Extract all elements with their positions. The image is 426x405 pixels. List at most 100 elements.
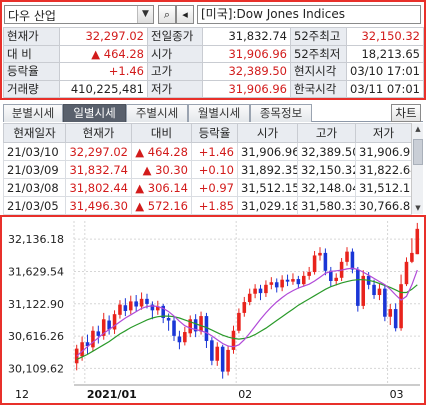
info-label: 전일종가: [147, 27, 203, 46]
value-cell: 31,906.96: [237, 142, 298, 161]
candle-body: [291, 279, 295, 282]
table-row[interactable]: 21/03/08 31,802.44 ▲ 306.14 +0.97 31,512.15 3…: [3, 178, 412, 197]
column-header[interactable]: 등락율: [191, 123, 238, 143]
candle-body: [329, 270, 333, 281]
value-cell: 31,832.74: [65, 160, 132, 179]
candle-body: [139, 298, 144, 307]
value-cell: ▲ 572.16: [131, 196, 192, 215]
info-value: +1.46: [59, 62, 148, 81]
value-cell: 31,512.15: [355, 178, 412, 197]
info-label: 고가: [147, 62, 203, 81]
candle-body: [312, 255, 317, 273]
candle-body: [172, 320, 176, 336]
y-tick-label: 30,616.26: [8, 330, 64, 343]
candlestick-chart[interactable]: 32,136.18 31,629.54 31,122.90 30,616.26 30,1…: [2, 217, 424, 403]
candle-body: [264, 284, 268, 294]
table-row[interactable]: 21/03/09 31,832.74 ▲ 30.30 +0.10 31,892.35 32…: [3, 160, 412, 179]
candle-body: [356, 269, 360, 306]
candle-body: [301, 275, 306, 285]
column-header[interactable]: 현재가: [65, 123, 132, 143]
candle-body: [253, 288, 257, 294]
info-row: 거래량 410,225,481 저가 31,906.96 한국시각 03/11 07:01: [3, 79, 424, 98]
candle-body: [269, 282, 274, 285]
candle-body: [307, 272, 311, 276]
candle-body: [210, 340, 214, 361]
candle-body: [258, 288, 263, 294]
daily-price-table: 현재일자 현재가 대비 등락율 시가 고가 저가 21/03/10 32,297.02 ▲ 46…: [3, 123, 412, 215]
candle-body: [199, 316, 203, 332]
info-value: 410,225,481: [59, 79, 148, 98]
table-scrollbar[interactable]: ▲ ▼: [411, 123, 423, 214]
search-icon[interactable]: ⌕: [158, 5, 176, 24]
candle-body: [188, 319, 193, 334]
candle-body: [415, 228, 420, 255]
candle-body: [388, 309, 393, 317]
info-value: 32,389.50: [202, 62, 291, 81]
tab-2[interactable]: 일별시세: [63, 104, 126, 122]
value-cell: 31,580.33: [297, 196, 356, 215]
info-value: 03/11 07:01: [346, 79, 424, 98]
tab-4[interactable]: 월별시세: [188, 104, 250, 122]
info-value: 32,297.02: [59, 27, 148, 46]
value-cell: 32,148.04: [297, 178, 356, 197]
y-tick-label: 31,122.90: [8, 298, 64, 311]
candle-body: [80, 342, 84, 357]
table-row[interactable]: 21/03/10 32,297.02 ▲ 464.28 +1.46 31,906.96 3…: [3, 142, 412, 161]
quote-summary-highlight: [0, 0, 426, 100]
arrow-left-icon[interactable]: ◂: [176, 5, 194, 24]
chart-button[interactable]: 차트: [391, 104, 421, 122]
scroll-down-icon[interactable]: ▼: [415, 204, 421, 212]
value-cell: 32,297.02: [65, 142, 132, 161]
candle-body: [334, 277, 338, 281]
info-value: ▲ 464.28: [59, 44, 148, 63]
x-tick-label: 12: [15, 388, 29, 401]
candle-body: [372, 284, 376, 296]
candle-body: [285, 279, 290, 282]
candle-body: [399, 284, 403, 329]
y-tick-label: 32,136.18: [8, 233, 64, 246]
value-cell: +0.10: [191, 160, 238, 179]
info-row: 현재가 32,297.02 전일종가 31,832.74 52주최고 32,150.32: [3, 27, 424, 46]
info-label: 52주최고: [290, 27, 347, 46]
candle-body: [123, 305, 128, 311]
info-label: 한국시각: [290, 79, 347, 98]
chevron-down-icon[interactable]: ▼: [137, 6, 153, 23]
tab-3[interactable]: 주별시세: [126, 104, 188, 122]
value-cell: 31,906.96: [355, 142, 412, 161]
candle-body: [404, 261, 409, 285]
candle-body: [215, 346, 220, 361]
candle-body: [231, 330, 236, 350]
candle-body: [345, 251, 349, 262]
candle-body: [323, 252, 328, 271]
x-tick-label: 02: [238, 388, 252, 401]
column-header[interactable]: 저가: [355, 123, 412, 143]
table-row[interactable]: 21/03/05 31,496.30 ▲ 572.16 +1.85 31,029.18 3…: [3, 196, 412, 215]
value-cell: 32,150.32: [297, 160, 356, 179]
candle-body: [96, 331, 101, 336]
value-cell: ▲ 30.30: [131, 160, 192, 179]
info-row: 등락율 +1.46 고가 32,389.50 현지시각 03/10 17:01: [3, 62, 424, 81]
candle-body: [296, 279, 301, 285]
value-cell: 31,892.35: [237, 160, 298, 179]
date-cell: 21/03/05: [3, 196, 66, 215]
y-tick-label: 30,109.62: [8, 362, 64, 375]
symbol-combo[interactable]: 다우 산업 ▼: [4, 5, 154, 24]
info-label: 대 비: [3, 44, 60, 63]
column-header[interactable]: 고가: [297, 123, 356, 143]
value-cell: +0.97: [191, 178, 238, 197]
column-header[interactable]: 현재일자: [3, 123, 66, 143]
x-tick-label: 03: [390, 388, 404, 401]
date-cell: 21/03/09: [3, 160, 66, 179]
scroll-thumb[interactable]: [413, 139, 423, 165]
candle-body: [383, 288, 387, 317]
value-cell: 31,029.18: [237, 196, 298, 215]
column-header[interactable]: 대비: [131, 123, 192, 143]
quote-info-table: 현재가 32,297.02 전일종가 31,832.74 52주최고 32,150.32 대…: [3, 27, 424, 98]
tab-1[interactable]: 분별시세: [3, 104, 63, 122]
info-label: 현재가: [3, 27, 60, 46]
scroll-up-icon[interactable]: ▲: [415, 125, 421, 133]
value-cell: 31,822.64: [355, 160, 412, 179]
tab-5[interactable]: 종목정보: [250, 104, 312, 122]
column-header[interactable]: 시가: [237, 123, 298, 143]
candle-body: [85, 342, 90, 347]
